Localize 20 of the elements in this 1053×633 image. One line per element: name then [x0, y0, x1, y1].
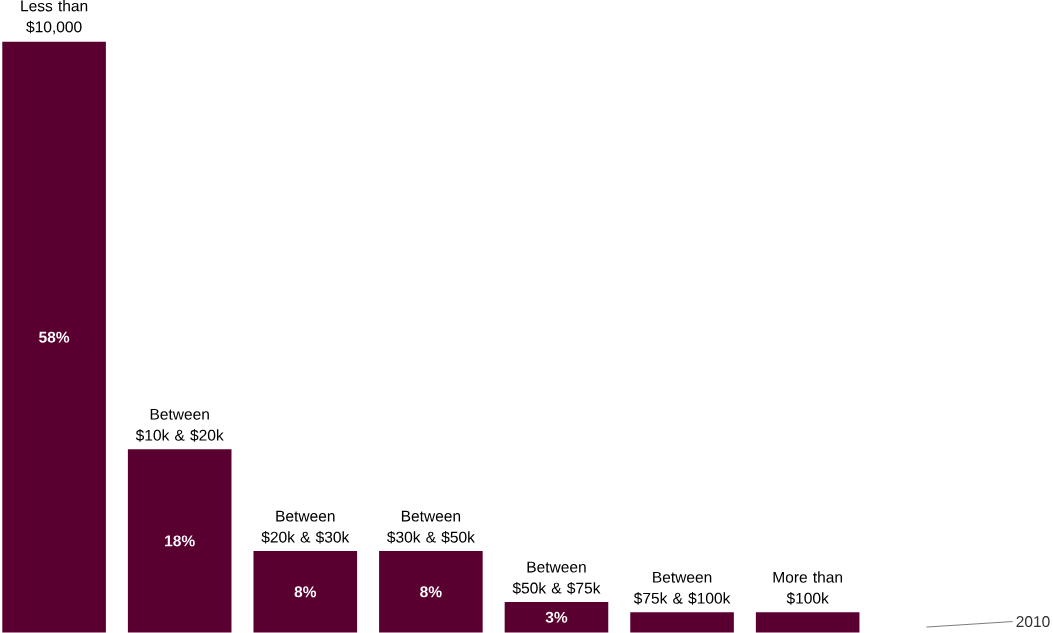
- bar: [2, 41, 106, 633]
- bar: [127, 449, 232, 633]
- bar: [379, 551, 483, 633]
- data-label: 3%: [545, 611, 568, 623]
- x-tick-label: Between $30k & $50k: [387, 510, 475, 544]
- x-tick-label: Less than $10,000: [21, 0, 88, 35]
- bar: [253, 551, 358, 633]
- x-tick-label: Between $10k & $20k: [135, 408, 224, 442]
- data-label: 8%: [420, 586, 442, 598]
- bar: [504, 602, 609, 633]
- data-label: 18%: [165, 535, 195, 547]
- x-tick-label: Between $20k & $30k: [261, 510, 350, 544]
- data-label: 58%: [39, 331, 70, 343]
- data-label: 8%: [294, 586, 317, 598]
- text: 2010: [1016, 616, 1050, 628]
- x-tick-label: More than $100k: [773, 571, 843, 605]
- bar: [630, 612, 734, 633]
- x-tick-label: Between $50k & $75k: [512, 561, 601, 595]
- bar: [755, 612, 860, 633]
- x-tick-label: Between $75k & $100k: [633, 571, 731, 605]
